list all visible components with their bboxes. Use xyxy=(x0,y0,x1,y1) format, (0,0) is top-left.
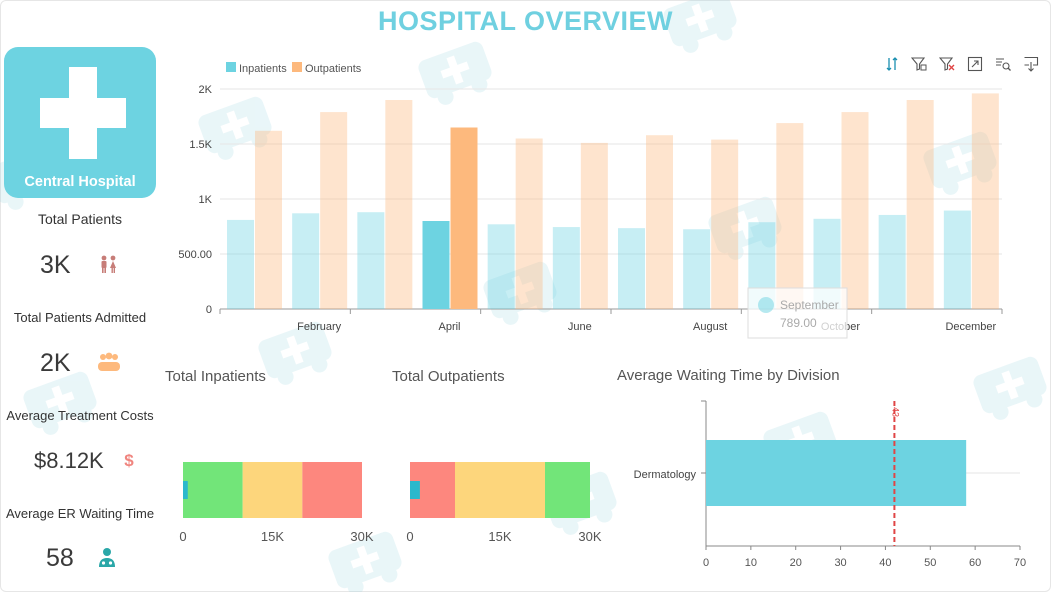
page-title: HOSPITAL OVERVIEW xyxy=(377,6,674,36)
chart-toolbar xyxy=(884,56,1044,74)
bar-inpatients-november xyxy=(878,214,906,309)
x-tick-label: 20 xyxy=(790,557,802,569)
bar-outpatients-october xyxy=(841,112,869,309)
x-tick-label: April xyxy=(438,321,460,333)
inpatients-bullet-range-yellow xyxy=(242,462,303,518)
bar-outpatients-march xyxy=(385,100,413,309)
hospital-logo: Central Hospital xyxy=(4,47,156,198)
kpi-total-patients-label: Total Patients xyxy=(37,211,123,227)
legend-swatch-inpatients xyxy=(226,62,236,72)
bar-outpatients-may xyxy=(515,138,543,309)
bar-outpatients-november xyxy=(906,100,934,309)
x-tick-label: February xyxy=(297,321,342,333)
outpatients-bullet-x-tick-label: 15K xyxy=(488,529,511,544)
inpatients-bullet-range-red xyxy=(302,462,362,518)
clear-filter-icon[interactable] xyxy=(939,56,955,72)
doctor-icon xyxy=(99,548,115,567)
bar-outpatients-january xyxy=(255,130,282,309)
bar-outpatients-august xyxy=(711,139,739,309)
y-tick-label: 1K xyxy=(199,194,213,206)
x-tick-label: 30 xyxy=(834,557,846,569)
inpatients-bullet-x-tick-label: 30K xyxy=(350,529,373,544)
kpi-patients-admitted-value: 2K xyxy=(40,349,71,377)
bar-outpatients-july xyxy=(646,135,673,309)
legend-label-outpatients: Outpatients xyxy=(305,63,362,75)
sort-icon[interactable] xyxy=(884,56,900,72)
x-tick-label: 70 xyxy=(1014,557,1026,569)
bar-outpatients-december xyxy=(971,93,999,310)
kpi-patients-admitted-label: Total Patients Admitted xyxy=(13,310,147,325)
inpatients-bullet-range-green xyxy=(183,462,243,518)
filter-icon[interactable] xyxy=(911,56,927,72)
bar-outpatients-june xyxy=(580,142,608,309)
bar-inpatients-july xyxy=(618,228,645,309)
bar-inpatients-june xyxy=(552,227,580,309)
inpatients-bullet-x-tick-label: 0 xyxy=(179,529,186,544)
search-icon[interactable] xyxy=(995,56,1011,72)
bar-inpatients-february xyxy=(292,213,320,309)
bar-inpatients-march xyxy=(357,212,385,309)
kpi-er-waiting-value: 58 xyxy=(46,544,74,572)
total-outpatients-title: Total Outpatients xyxy=(392,368,505,385)
bar-outpatients-february xyxy=(320,112,348,309)
group-icon xyxy=(98,352,120,371)
y-category-label: Dermatology xyxy=(634,469,697,481)
x-tick-label: June xyxy=(568,321,592,333)
outpatients-bullet-range-yellow xyxy=(455,462,545,518)
x-tick-label: 10 xyxy=(745,557,757,569)
total-inpatients-title: Total Inpatients xyxy=(165,368,266,385)
kpi-treatment-costs-label: Average Treatment Costs xyxy=(6,408,154,423)
outpatients-bullet-x-tick-label: 30K xyxy=(578,529,601,544)
y-tick-label: 1.5K xyxy=(189,139,212,151)
bar-inpatients-january xyxy=(227,219,254,309)
hospital-name: Central Hospital xyxy=(24,174,136,190)
outpatients-bullet-range-green xyxy=(545,462,590,518)
bar-outpatients-september xyxy=(776,123,804,309)
outpatients-bullet-value-bar xyxy=(410,481,420,499)
bar-inpatients-may xyxy=(487,224,515,309)
x-tick-label: 40 xyxy=(879,557,891,569)
x-tick-label: 60 xyxy=(969,557,981,569)
outpatients-bullet-x-tick-label: 0 xyxy=(406,529,413,544)
legend-swatch-outpatients xyxy=(292,62,302,72)
x-tick-label: December xyxy=(945,321,996,333)
expand-icon[interactable] xyxy=(967,56,983,72)
y-tick-label: 2K xyxy=(199,84,213,96)
kpi-er-waiting-label: Average ER Waiting Time xyxy=(5,506,155,521)
legend-label-inpatients: Inpatients xyxy=(239,63,287,75)
svg-text:$: $ xyxy=(124,451,134,469)
target-label: 43 xyxy=(890,407,900,417)
bar-inpatients-april xyxy=(422,221,450,309)
inpatients-bullet-x-tick-label: 15K xyxy=(261,529,284,544)
bar-inpatients-december xyxy=(943,210,971,309)
medical-cross-icon xyxy=(40,67,126,159)
dollar-icon: $ xyxy=(124,451,134,469)
kpi-total-patients-value: 3K xyxy=(40,251,71,279)
bar-dermatology xyxy=(706,440,967,506)
bar-outpatients-april xyxy=(450,127,478,309)
export-icon[interactable] xyxy=(1023,56,1039,72)
waiting-time-title: Average Waiting Time by Division xyxy=(617,367,840,384)
tooltip-value: 789.00 xyxy=(780,316,817,330)
y-tick-label: 0 xyxy=(206,304,212,316)
chart-tooltip: September 789.00 xyxy=(747,287,848,339)
bar-inpatients-august xyxy=(683,229,711,309)
tooltip-box xyxy=(747,287,848,339)
x-tick-label: August xyxy=(693,321,727,333)
x-tick-label: 50 xyxy=(924,557,936,569)
tooltip-label: September xyxy=(780,298,839,312)
tooltip-marker xyxy=(758,297,774,313)
family-icon xyxy=(101,255,116,273)
kpi-treatment-costs-value: $8.12K xyxy=(34,448,104,473)
y-tick-label: 500.00 xyxy=(178,249,212,261)
x-tick-label: 0 xyxy=(703,557,709,569)
inpatients-bullet-value-bar xyxy=(183,481,188,499)
